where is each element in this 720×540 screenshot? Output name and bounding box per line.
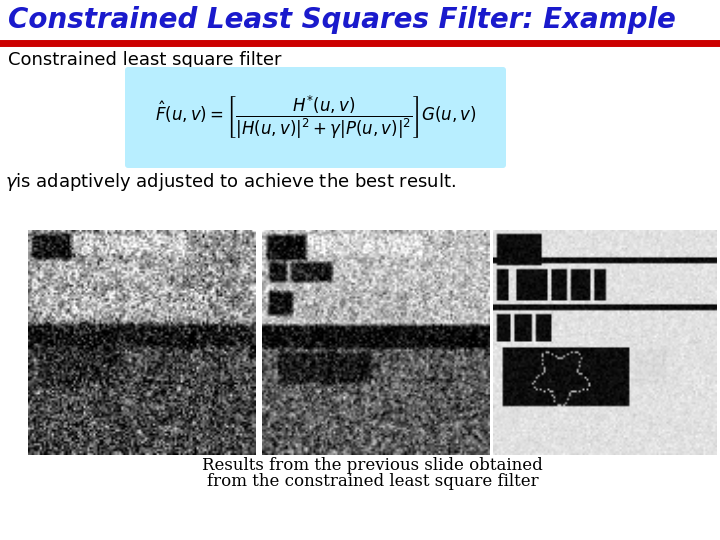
FancyBboxPatch shape xyxy=(125,67,506,168)
Bar xyxy=(0,0,720,40)
Text: Constrained least square filter: Constrained least square filter xyxy=(8,51,282,69)
Text: Constrained Least Squares Filter: Example: Constrained Least Squares Filter: Exampl… xyxy=(8,6,676,34)
Text: $\hat{F}(u,v) = \left[\dfrac{H^{*}(u,v)}{|H(u,v)|^{2}+\gamma|P(u,v)|^{2}}\right]: $\hat{F}(u,v) = \left[\dfrac{H^{*}(u,v)}… xyxy=(155,94,477,141)
Text: $\gamma$is adaptively adjusted to achieve the best result.: $\gamma$is adaptively adjusted to achiev… xyxy=(5,171,456,193)
Text: Results from the previous slide obtained: Results from the previous slide obtained xyxy=(202,456,543,474)
Text: from the constrained least square filter: from the constrained least square filter xyxy=(207,474,539,490)
